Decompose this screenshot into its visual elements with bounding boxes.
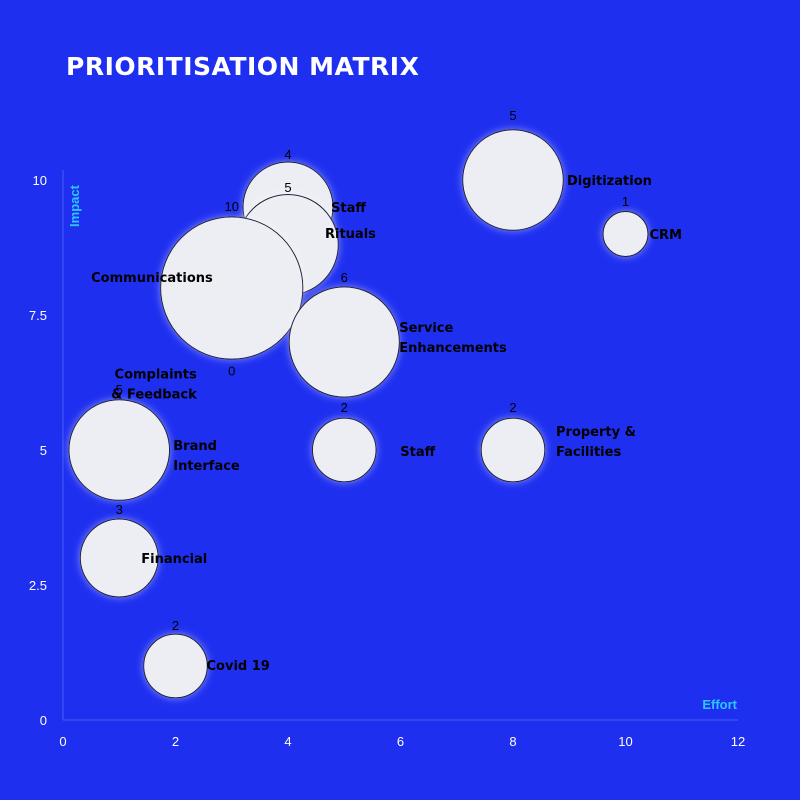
bubble-name-label: Digitization <box>567 174 652 189</box>
bubble <box>143 633 208 699</box>
bubble-size-label: 5 <box>116 382 123 397</box>
x-axis-title: Effort <box>702 697 737 712</box>
bubble-size-label: 10 <box>225 199 239 214</box>
bubble-name-label: Property & Facilities <box>556 425 636 460</box>
bubble-label-layer: 5 Digitization 1 CRM 4 Staff 5 Rituals 10 Communi… <box>91 108 682 674</box>
bubble-size-label: 4 <box>284 147 291 162</box>
bubble <box>160 216 304 360</box>
x-tick-label: 4 <box>284 734 291 749</box>
y-tick-label: 0 <box>40 713 47 728</box>
x-tick-label: 2 <box>172 734 179 749</box>
y-axis-title: Impact <box>67 184 82 227</box>
bubble <box>68 399 171 501</box>
bubble-name-label: Communications <box>91 271 213 286</box>
bubble-size-label: 6 <box>341 270 348 285</box>
y-tick-label: 7.5 <box>29 308 47 323</box>
bubble <box>288 286 400 398</box>
bubble-name-label: CRM <box>650 228 683 243</box>
y-tick-label: 10 <box>33 173 47 188</box>
bubble <box>79 518 159 598</box>
bubble-name-label: Rituals <box>325 227 376 242</box>
chart-title: PRIORITISATION MATRIX <box>66 52 420 81</box>
bubble-size-label: 0 <box>228 364 235 379</box>
bubble-layer <box>68 129 649 699</box>
bubble-name-label: Financial <box>141 552 207 567</box>
bubble-name-label: Staff <box>331 201 366 216</box>
bubble-name-label: Brand Interface <box>173 439 240 474</box>
bubble-size-label: 5 <box>509 108 516 123</box>
x-tick-label: 8 <box>509 734 516 749</box>
x-tick-label: 12 <box>731 734 745 749</box>
bubble-name-label: Covid 19 <box>207 659 270 674</box>
bubble-size-label: 1 <box>622 194 629 209</box>
bubble-size-label: 2 <box>341 400 348 415</box>
bubble <box>462 129 564 231</box>
y-tick-label: 5 <box>40 443 47 458</box>
bubble-name-label: Service Enhancements <box>399 321 507 356</box>
bubble <box>311 417 377 483</box>
bubble-name-label: Complaints & Feedback <box>111 368 197 403</box>
bubble <box>480 417 546 483</box>
bubble-size-label: 5 <box>284 180 291 195</box>
bubble-size-label: 2 <box>509 400 516 415</box>
bubble-size-label: 3 <box>116 502 123 517</box>
bubble-name-label: Staff <box>400 445 435 460</box>
bubble-size-label: 2 <box>172 618 179 633</box>
x-tick-label: 0 <box>59 734 66 749</box>
x-tick-label: 6 <box>397 734 404 749</box>
y-tick-label: 2.5 <box>29 578 47 593</box>
bubble <box>602 211 649 257</box>
x-tick-label: 10 <box>618 734 632 749</box>
